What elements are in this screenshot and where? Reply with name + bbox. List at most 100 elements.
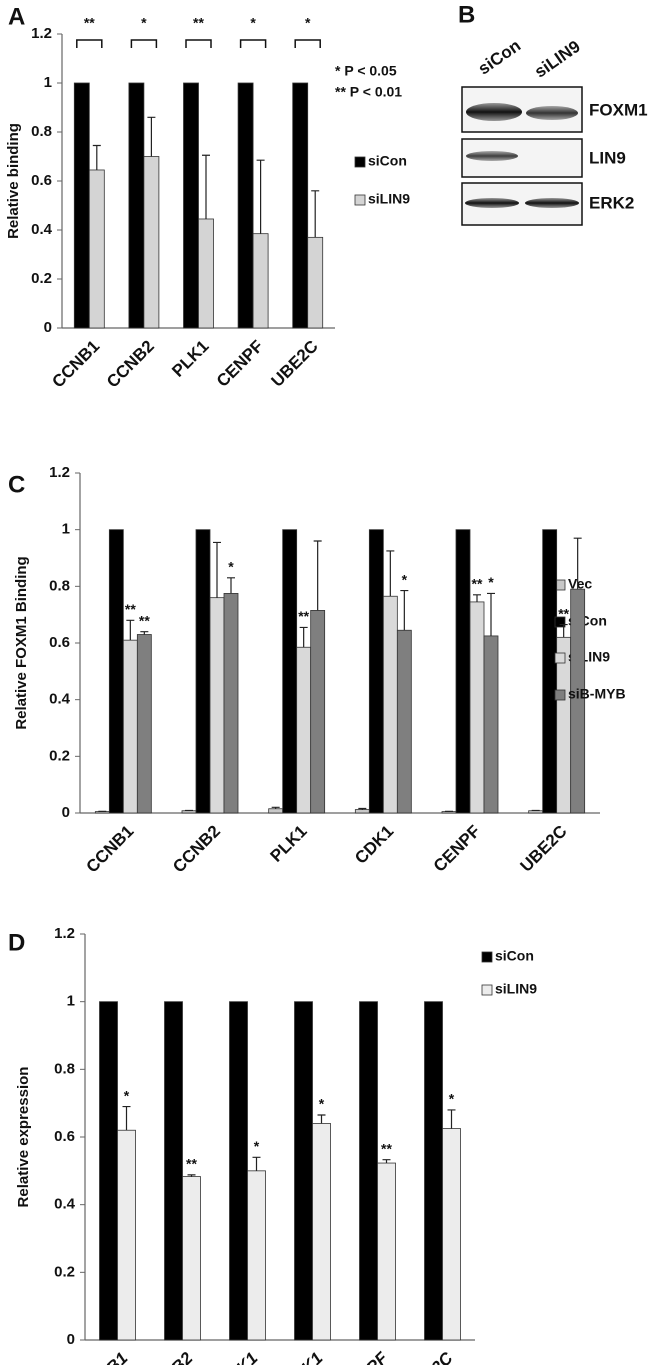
- significance-label: **: [472, 576, 483, 592]
- bar: [442, 1128, 461, 1341]
- significance-bracket: [130, 39, 158, 48]
- error-bar: [147, 116, 156, 157]
- x-tick-label: CENPF: [430, 822, 484, 876]
- x-tick-label: CCNB1: [77, 1349, 132, 1365]
- x-tick-label: CCNB1: [48, 337, 103, 392]
- bar: [237, 82, 254, 329]
- y-tick-label: 0.6: [54, 1128, 75, 1145]
- bar: [528, 810, 544, 814]
- legend-swatch: [481, 984, 493, 996]
- significance-label: **: [186, 1156, 197, 1172]
- x-tick-label: PLK1: [266, 822, 310, 866]
- x-tick-label: CCNB2: [142, 1348, 197, 1365]
- bar: [469, 601, 485, 814]
- significance-label: *: [250, 15, 256, 31]
- y-tick-label: 1.2: [49, 464, 70, 481]
- bar: [128, 82, 145, 329]
- x-tick-label: CENPF: [213, 337, 267, 391]
- x-tick-label: CDK1: [351, 822, 397, 868]
- significance-bracket: [185, 39, 212, 48]
- legend-swatch: [481, 951, 493, 963]
- y-tick-label: 0.4: [49, 691, 71, 708]
- x-tick-label: UBE2C: [516, 822, 570, 876]
- bar: [312, 1123, 331, 1341]
- error-bar: [573, 537, 582, 590]
- y-tick-label: 0.8: [49, 577, 70, 594]
- bar: [247, 1170, 266, 1341]
- bar: [354, 809, 370, 814]
- significance-bracket: [76, 39, 103, 48]
- band: [525, 198, 579, 208]
- y-axis-title: Relative FOXM1 Binding: [13, 556, 30, 729]
- x-tick-label: UBE2C: [268, 337, 322, 391]
- x-tick-label: UBE2C: [402, 1348, 457, 1365]
- y-tick-label: 0.2: [31, 270, 52, 287]
- bar: [368, 529, 384, 814]
- significance-label: *: [141, 15, 147, 31]
- bar: [455, 529, 471, 814]
- error-bar: [122, 1105, 131, 1131]
- band: [526, 106, 578, 120]
- significance-label: **: [558, 605, 569, 621]
- significance-label: *: [319, 1096, 325, 1112]
- bar: [223, 593, 239, 814]
- y-tick-label: 0.8: [31, 123, 52, 140]
- bar: [181, 810, 197, 814]
- error-bar: [559, 623, 568, 638]
- y-tick-label: 0.4: [31, 221, 53, 238]
- significance-label: **: [139, 612, 150, 628]
- bar: [359, 1001, 378, 1341]
- error-bar: [140, 631, 149, 635]
- error-bar: [252, 1156, 261, 1171]
- bar: [424, 1001, 443, 1341]
- y-tick-label: 0.4: [54, 1196, 76, 1213]
- error-bar: [386, 550, 395, 597]
- y-tick-label: 0: [62, 804, 70, 821]
- error-bar: [447, 1109, 456, 1129]
- panel-label: D: [8, 929, 25, 956]
- y-tick-label: 0.8: [54, 1060, 75, 1077]
- bar: [164, 1001, 183, 1341]
- bar: [73, 82, 90, 329]
- legend-label: Vec: [568, 576, 592, 592]
- y-tick-label: 0.2: [54, 1263, 75, 1280]
- y-axis-title: Relative expression: [15, 1067, 32, 1208]
- error-bar: [213, 541, 221, 598]
- error-bar: [382, 1159, 391, 1164]
- legend-swatch: [354, 156, 366, 168]
- lane-label: siCon: [475, 36, 525, 79]
- bar: [252, 233, 269, 329]
- bar: [108, 529, 124, 814]
- bar: [542, 529, 558, 814]
- band: [466, 103, 522, 121]
- bar: [182, 1176, 201, 1341]
- significance-label: *: [228, 559, 234, 575]
- significance-bracket: [294, 39, 321, 48]
- bar: [310, 610, 326, 814]
- error-bar: [487, 592, 495, 636]
- significance-label: **: [125, 601, 136, 617]
- significance-label: *: [305, 15, 311, 31]
- x-tick-label: CCNB1: [82, 822, 137, 877]
- x-tick-label: CENPF: [337, 1348, 392, 1365]
- legend-label: siCon: [368, 153, 407, 169]
- y-tick-label: 1: [62, 521, 70, 538]
- legend-label: siB-MYB: [568, 686, 626, 702]
- y-tick-label: 0.6: [49, 634, 70, 651]
- bar: [294, 1001, 313, 1341]
- y-tick-label: 0.6: [31, 172, 52, 189]
- annotation: * P < 0.05: [335, 63, 397, 79]
- significance-label: *: [402, 571, 408, 587]
- bar: [195, 529, 211, 814]
- bar: [307, 236, 324, 329]
- bar: [282, 529, 298, 814]
- x-tick-label: CDK1: [280, 1349, 326, 1365]
- significance-label: *: [124, 1087, 130, 1103]
- x-tick-label: PLK1: [217, 1349, 261, 1365]
- bar: [143, 156, 160, 329]
- error-bar: [358, 807, 367, 810]
- protein-label: LIN9: [589, 148, 626, 167]
- bar: [296, 646, 312, 814]
- panel-label: C: [8, 471, 25, 498]
- error-bar: [227, 577, 235, 594]
